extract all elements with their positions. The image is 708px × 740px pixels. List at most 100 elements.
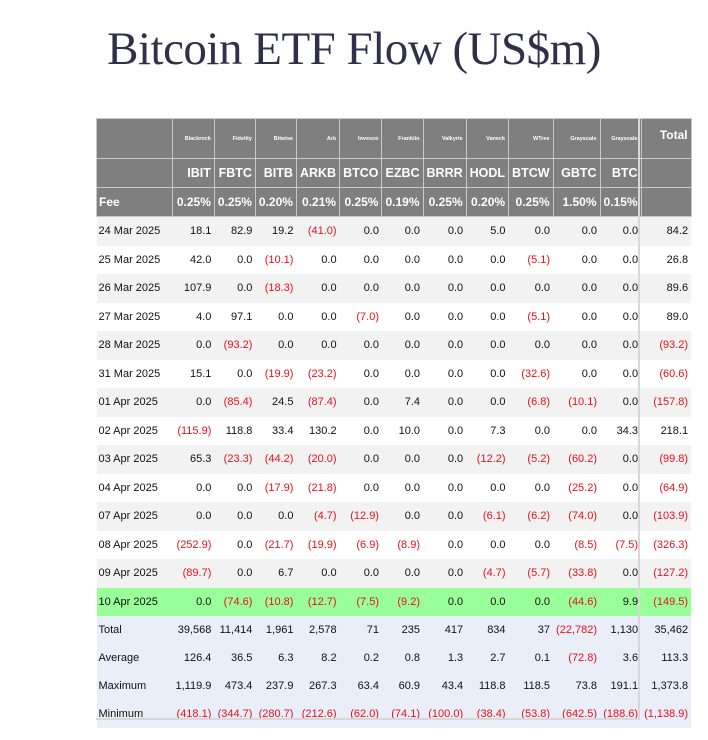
summary-cell: (280.7) — [255, 700, 297, 728]
flow-cell: 0.0 — [423, 274, 467, 303]
fee-value: 0.25% — [172, 187, 215, 217]
flow-cell: (19.9) — [264, 367, 294, 380]
summary-cell: 43.4 — [423, 672, 467, 700]
flow-cell: 107.9 — [172, 274, 215, 303]
flow-cell: 0.0 — [622, 481, 639, 494]
fee-value: 0.25% — [508, 187, 554, 217]
summary-cell: 267.3 — [296, 672, 340, 700]
flow-cell: 0.0 — [600, 559, 642, 588]
ticker-header: EZBC — [381, 158, 424, 188]
summary-row: Average 126.4 36.5 6.3 8.2 0.2 0.8 1.3 2.7 0.1 (72… — [96, 644, 692, 672]
flow-cell: (4.7) — [296, 502, 340, 531]
flow-cell: 0.0 — [296, 559, 340, 588]
summary-label: Maximum — [96, 672, 173, 700]
date-cell: 03 Apr 2025 — [96, 445, 173, 474]
date-cell: 28 Mar 2025 — [96, 331, 173, 360]
issuer-header: Ark — [295, 118, 341, 159]
summary-cell: 11,414 — [214, 616, 256, 644]
date-cell: 26 Mar 2025 — [96, 274, 173, 303]
summary-cell: 0.8 — [381, 644, 424, 672]
ticker-header: IBIT — [172, 158, 215, 188]
date-cell: 31 Mar 2025 — [98, 367, 161, 380]
row-total-cell: (64.9) — [659, 481, 689, 494]
flow-cell: (41.0) — [296, 216, 340, 246]
issuer-header: Grayscale — [552, 118, 601, 159]
flow-cell: 0.0 — [581, 424, 598, 437]
flow-cell: 0.0 — [339, 445, 382, 474]
summary-row: Minimum (418.1) (344.7) (280.7) (212.6) (62.0… — [96, 700, 692, 728]
summary-cell: (642.5) — [553, 700, 601, 728]
table-row: 10 Apr 2025 0.0 (74.6) (10.8) (12.7) (7.5) (9.… — [96, 587, 692, 616]
flow-cell: 0.0 — [423, 445, 467, 474]
flow-cell: 0.0 — [339, 559, 382, 588]
flow-cell: 0.0 — [255, 331, 297, 360]
flow-cell: 0.0 — [363, 424, 379, 437]
flow-cell: 10.0 — [398, 424, 421, 437]
summary-cell: 1,130 — [600, 616, 642, 644]
flow-cell: 0.0 — [490, 310, 506, 323]
summary-cell: (53.8) — [508, 700, 554, 728]
flow-cell: 0.0 — [600, 331, 642, 360]
flow-cell: (5.7) — [508, 559, 554, 588]
flow-cell: 18.1 — [172, 216, 215, 246]
flow-cell: (7.5) — [339, 587, 382, 616]
flow-cell: 0.0 — [404, 310, 421, 323]
flow-cell: 0.0 — [237, 538, 253, 551]
row-total-cell: 26.8 — [666, 253, 689, 266]
summary-rows: Total 39,568 11,414 1,961 2,578 71 235 417 834 37… — [96, 616, 692, 728]
flow-cell: 0.0 — [172, 587, 215, 616]
flow-cell: (5.1) — [527, 253, 551, 266]
table-row: 27 Mar 2025 4.0 97.1 0.0 0.0 (7.0) 0.0 0.0 0.0 (5… — [97, 303, 692, 332]
flow-cell: (8.9) — [397, 538, 421, 551]
flow-cell: 0.0 — [321, 310, 337, 323]
flow-cell: (20.0) — [296, 445, 340, 474]
flow-cell: 0.0 — [553, 331, 601, 360]
flow-cell: 0.0 — [447, 367, 464, 380]
flow-cell: (18.3) — [255, 274, 297, 303]
fee-value: 0.20% — [465, 187, 510, 217]
flow-cell: 0.0 — [172, 502, 215, 531]
flow-cell: 0.0 — [490, 481, 506, 494]
flow-cell: 0.0 — [466, 274, 509, 303]
flow-cell: 0.0 — [447, 424, 464, 437]
ticker-header: FBTC — [213, 158, 256, 188]
date-cell: 24 Mar 2025 — [96, 216, 173, 246]
flow-cell: 0.0 — [466, 587, 509, 616]
flow-cell: (6.8) — [508, 388, 554, 417]
flow-cell: (5.2) — [508, 445, 554, 474]
summary-cell: 73.8 — [553, 672, 601, 700]
flow-cell: 0.0 — [404, 367, 421, 380]
ticker-header: BTCW — [508, 158, 554, 188]
summary-cell: (188.6) — [600, 700, 642, 728]
fee-value: 1.50% — [552, 187, 601, 217]
flow-cell: (10.1) — [553, 388, 601, 417]
flow-cell: 9.9 — [600, 587, 642, 616]
summary-cell: (212.6) — [296, 700, 340, 728]
flow-cell: (23.3) — [214, 445, 256, 474]
flow-cell: 0.0 — [363, 367, 379, 380]
flow-cell: 0.0 — [508, 587, 554, 616]
flow-cell: 0.0 — [363, 253, 379, 266]
table-row: 01 Apr 2025 0.0 (85.4) 24.5 (87.4) 0.0 7.4 0.0 0… — [96, 388, 692, 417]
flow-cell: 6.7 — [255, 559, 297, 588]
flow-cell: (21.7) — [264, 538, 294, 551]
summary-cell: 37 — [508, 616, 554, 644]
flow-cell: 0.0 — [196, 481, 212, 494]
table-row: 24 Mar 2025 18.1 82.9 19.2 (41.0) 0.0 0.0 0.0 5.… — [96, 216, 692, 246]
date-cell: 25 Mar 2025 — [98, 253, 161, 266]
summary-cell: (38.4) — [466, 700, 509, 728]
summary-cell: 1,961 — [255, 616, 297, 644]
flow-cell: (17.9) — [264, 481, 294, 494]
flow-cell: 0.0 — [339, 388, 382, 417]
flow-cell: 0.0 — [553, 216, 601, 246]
flow-cell: 0.0 — [622, 310, 639, 323]
summary-total-cell: 35,462 — [641, 616, 692, 644]
summary-cell: 118.8 — [466, 672, 509, 700]
flow-cell: 0.0 — [381, 331, 424, 360]
summary-cell: 834 — [466, 616, 509, 644]
page-title: Bitcoin ETF Flow (US$m) — [107, 23, 601, 75]
flow-cell: 33.4 — [272, 424, 294, 437]
table-row: 31 Mar 2025 15.1 0.0 (19.9) (23.2) 0.0 0.0 0.0 0… — [97, 360, 692, 389]
flow-cell: (5.1) — [527, 310, 551, 323]
summary-total-cell: 1,373.8 — [641, 672, 692, 700]
